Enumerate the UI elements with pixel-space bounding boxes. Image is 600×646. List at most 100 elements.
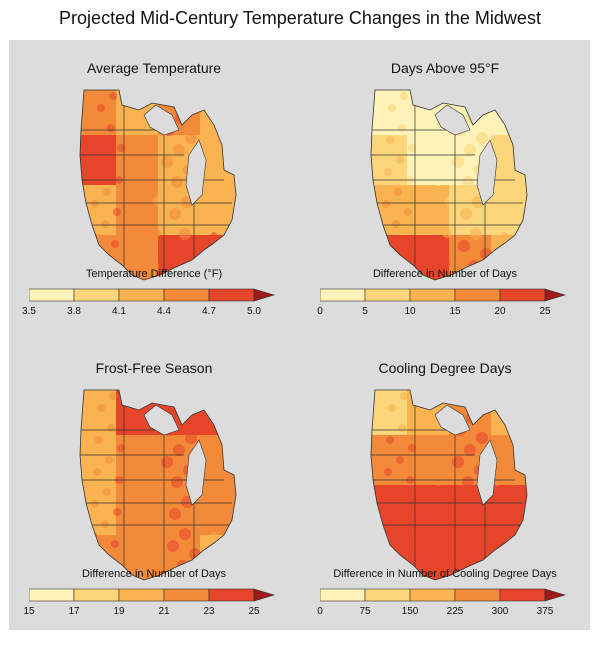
map-panel-4: Cooling Degree Days Difference in Number … <box>300 340 590 635</box>
legend-tick-label: 300 <box>491 606 509 617</box>
panel-title: Days Above 95°F <box>390 60 500 76</box>
figure-title: Projected Mid-Century Temperature Change… <box>59 8 541 28</box>
map-region <box>491 135 527 186</box>
map-texture <box>219 104 225 110</box>
map-texture <box>97 104 105 112</box>
map-texture <box>388 104 396 112</box>
map-texture <box>117 444 125 452</box>
map-texture <box>125 104 135 114</box>
region-outline <box>79 389 237 581</box>
legend-tick-label: 4.7 <box>202 306 216 317</box>
legend-bar <box>28 588 276 602</box>
legend-title: Difference in Number of Days <box>81 568 227 580</box>
map-texture <box>165 392 177 404</box>
map-texture <box>113 508 121 516</box>
state-boundaries <box>371 90 523 275</box>
map-texture <box>458 240 470 252</box>
map-texture <box>135 124 145 134</box>
map-texture <box>131 488 141 498</box>
map-texture <box>153 196 163 206</box>
map-texture <box>516 488 522 494</box>
map-texture <box>496 148 502 154</box>
map-texture <box>93 168 101 176</box>
map-texture <box>171 176 183 188</box>
state-boundaries <box>80 90 232 275</box>
map-texture <box>145 444 155 454</box>
map-texture <box>143 176 153 186</box>
choropleth-map <box>370 389 528 581</box>
legend-tick-label: 4.4 <box>157 306 171 317</box>
map-texture <box>456 92 468 104</box>
map-texture <box>143 476 153 486</box>
map-texture <box>135 424 145 434</box>
map-panel-1: Average Temperature Temperature Differenc… <box>9 40 299 335</box>
legend-tick-label: 20 <box>494 306 506 317</box>
legend-tick-label: 375 <box>536 606 554 617</box>
legend-swatch <box>208 588 255 602</box>
map-texture <box>229 424 235 430</box>
map-texture <box>400 92 408 100</box>
map-texture <box>512 552 518 558</box>
map-texture <box>127 552 137 562</box>
legend-tick-label: 10 <box>404 306 416 317</box>
legend-arrow <box>544 288 567 302</box>
map-texture <box>109 92 117 100</box>
map-texture <box>165 92 177 104</box>
map-texture <box>105 456 113 464</box>
map-texture <box>452 456 464 468</box>
choropleth-map <box>79 389 237 581</box>
map-texture <box>432 508 442 518</box>
map-texture <box>440 560 450 570</box>
map-texture <box>225 188 231 194</box>
map-texture <box>139 540 149 550</box>
map-texture <box>109 392 117 400</box>
legend-swatch <box>454 288 501 302</box>
map-texture <box>476 132 488 144</box>
map-texture <box>418 252 428 262</box>
map-texture <box>452 156 464 168</box>
legend-title: Temperature Difference (°F) <box>85 268 223 280</box>
legend-tick-label: 5 <box>362 306 368 317</box>
map-texture <box>392 220 400 228</box>
legend-swatch <box>163 588 210 602</box>
map-region <box>491 390 527 436</box>
legend-swatch <box>208 288 255 302</box>
map-texture <box>151 228 161 238</box>
legend-swatch <box>499 588 546 602</box>
map-texture <box>107 424 115 432</box>
map-texture <box>470 228 482 240</box>
map-texture <box>167 540 179 552</box>
color-legend: 3.5 3.8 4.1 4.4 4.7 5.0 <box>22 288 289 318</box>
map-texture <box>404 508 412 516</box>
great-lakes <box>434 104 498 206</box>
map-texture <box>185 432 197 444</box>
map-texture <box>227 156 233 162</box>
map-texture <box>428 392 438 402</box>
map-texture <box>402 540 410 548</box>
map-texture <box>215 168 221 174</box>
map-texture <box>456 392 468 404</box>
map-texture <box>464 144 476 156</box>
map-texture <box>219 404 225 410</box>
map-texture <box>386 136 394 144</box>
legend-title: Difference in Number of Cooling Degree D… <box>333 568 557 580</box>
legend-swatch <box>28 288 75 302</box>
map-texture <box>424 456 434 466</box>
legend-swatch <box>163 288 210 302</box>
map-texture <box>518 156 524 162</box>
map-texture <box>137 92 147 102</box>
map-texture <box>169 208 181 220</box>
map-texture <box>101 220 109 228</box>
legend-swatch <box>28 588 75 602</box>
map-texture <box>512 252 518 258</box>
map-texture <box>125 404 135 414</box>
map-texture <box>384 168 392 176</box>
legend-swatch <box>319 588 366 602</box>
map-texture <box>458 540 470 552</box>
map-texture <box>111 240 119 248</box>
legend-swatch <box>364 288 411 302</box>
legend-tick-label: 0 <box>317 306 323 317</box>
map-texture <box>442 528 452 538</box>
map-texture <box>430 240 440 250</box>
legend-tick-label: 17 <box>68 606 80 617</box>
